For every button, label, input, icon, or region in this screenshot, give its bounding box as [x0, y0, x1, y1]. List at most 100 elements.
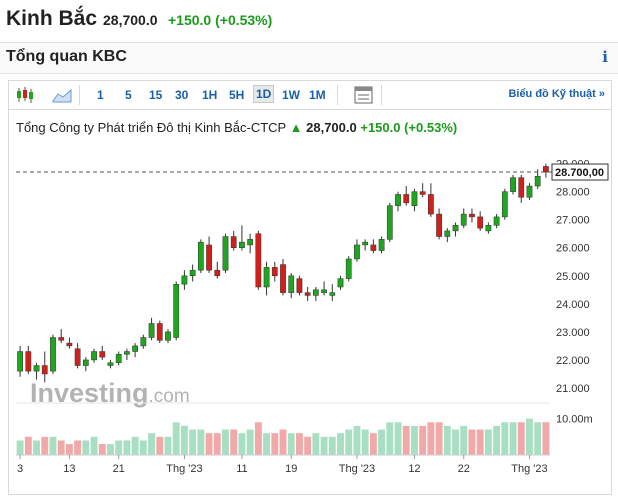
candle-body	[526, 185, 533, 198]
interval-30-button[interactable]: 30	[175, 88, 189, 102]
volume-bar	[57, 440, 65, 455]
candlestick-type-icon[interactable]	[15, 85, 37, 105]
current-price-box	[551, 163, 609, 181]
volume-bar	[172, 422, 180, 455]
candle-body	[411, 191, 418, 206]
volume-bar	[82, 440, 90, 455]
volume-bar	[526, 418, 533, 455]
volume-bar	[312, 433, 320, 455]
candle-body	[206, 244, 212, 271]
candle-body	[140, 337, 147, 347]
candle-body	[181, 275, 188, 285]
volume-bar	[65, 444, 73, 455]
area-type-icon[interactable]	[51, 85, 73, 105]
info-icon[interactable]: i	[602, 48, 608, 66]
candle-body	[124, 351, 130, 355]
interval-5h-button[interactable]: 5H	[229, 88, 245, 102]
candle-body	[74, 348, 81, 366]
volume-bar	[205, 433, 213, 455]
candle-body	[82, 359, 89, 366]
overview-section-bar: Tổng quan KBC i	[0, 42, 618, 74]
volume-bar	[369, 433, 377, 455]
volume-tick-label: 10.00m	[556, 414, 593, 426]
volume-bar	[476, 429, 484, 455]
toolbar-separator	[337, 85, 338, 105]
volume-bar	[197, 429, 205, 455]
interval-1h-button[interactable]: 1H	[202, 88, 218, 102]
candle-body	[403, 194, 410, 204]
candle-body	[247, 239, 254, 246]
volume-bar	[452, 429, 459, 455]
chart-frame	[8, 110, 612, 495]
volume-bar	[74, 440, 82, 455]
interval-1d-button[interactable]: 1D	[253, 85, 275, 103]
candle-body	[427, 194, 434, 215]
candle-body	[534, 175, 541, 187]
candle-body	[50, 337, 56, 372]
interval-1-button[interactable]: 1	[97, 88, 104, 102]
candle-body	[321, 289, 327, 293]
candle-body	[230, 236, 237, 248]
y-tick-label: 27.000	[556, 215, 590, 227]
section-title: Tổng quan KBC	[6, 48, 127, 65]
y-tick-label: 26.000	[556, 243, 590, 255]
x-tick-label: 13	[63, 463, 75, 475]
candle-body	[189, 269, 196, 277]
volume-bar	[271, 433, 279, 455]
x-tick-label: 3	[17, 463, 23, 475]
candle-body	[518, 177, 525, 198]
x-tick-label: Thg '23	[166, 463, 202, 475]
candle-body	[33, 365, 40, 372]
candle-body	[312, 289, 319, 296]
candle-body	[156, 323, 163, 341]
volume-bar	[443, 425, 451, 455]
y-tick-label: 22.000	[556, 355, 590, 367]
candle-body	[543, 166, 549, 173]
interval-1w-button[interactable]: 1W	[282, 88, 300, 102]
x-tick-label: Thg '23	[511, 463, 547, 475]
volume-bar	[246, 429, 254, 455]
volume-bar	[419, 425, 427, 455]
stock-change: +150.0 (+0.53%)	[168, 12, 273, 28]
volume-bar	[49, 436, 57, 455]
volume-bar	[534, 422, 542, 455]
candle-body	[107, 362, 114, 366]
volume-bar	[353, 425, 361, 455]
volume-bar	[189, 429, 197, 455]
volume-bar	[295, 433, 303, 455]
candle-body	[280, 264, 286, 293]
interval-15-button[interactable]: 15	[149, 88, 163, 102]
stock-name: Kinh Bắc	[6, 7, 98, 30]
candle-body	[501, 191, 508, 218]
volume-bar	[328, 436, 336, 455]
candle-body	[485, 225, 492, 232]
candle-body	[362, 241, 369, 246]
volume-bar	[123, 440, 131, 455]
interval-5-button[interactable]: 5	[125, 88, 132, 102]
interval-1m-button[interactable]: 1M	[309, 88, 326, 102]
volume-bar	[468, 429, 476, 455]
volume-bar	[386, 422, 394, 455]
volume-bar	[180, 425, 188, 455]
current-price-label: 28.700,00	[555, 167, 604, 179]
candle-body	[239, 241, 245, 248]
volume-bar	[24, 436, 32, 455]
volume-bar	[107, 444, 114, 455]
x-tick-label: Thg '23	[339, 463, 375, 475]
candle-body	[493, 216, 500, 226]
candle-body	[386, 205, 393, 240]
technical-chart-link[interactable]: Biểu đồ Kỹ thuật »	[508, 88, 605, 100]
volume-bar	[139, 440, 147, 455]
volume-bar	[509, 422, 517, 455]
indicators-menu-icon[interactable]	[353, 85, 375, 105]
candle-body	[58, 337, 65, 341]
candle-body	[296, 278, 303, 293]
y-tick-label: 28.000	[556, 187, 590, 199]
candle-body	[469, 213, 475, 218]
volume-bar	[238, 433, 246, 455]
candle-body	[148, 323, 155, 338]
candle-body	[444, 230, 451, 237]
volume-bar	[156, 436, 164, 455]
candle-body	[354, 244, 360, 260]
